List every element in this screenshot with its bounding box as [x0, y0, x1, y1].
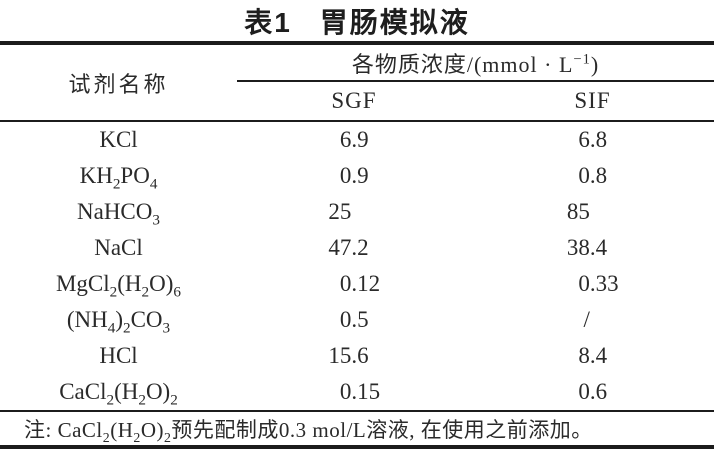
sgf-value: 0.5	[339, 307, 369, 332]
sgf-value: 15.6	[328, 343, 369, 368]
header-row-span: 试剂名称 各物质浓度/(mmol · L−1)	[0, 43, 714, 122]
table-number: 表1	[244, 6, 292, 38]
reagent-name: NaHCO3	[77, 199, 160, 229]
note-row: 注: CaCl2(H2O)2预先配制成0.3 mol/L溶液, 在使用之前添加。	[0, 411, 714, 447]
table-row: (NH4)2CO3 0.5 /	[0, 302, 714, 338]
reagent-name: KCl	[99, 127, 138, 152]
table-row: KH2PO4 0.9 0.8	[0, 158, 714, 194]
sgf-value: 0.12	[339, 271, 381, 296]
sif-value: 38.4	[566, 235, 608, 260]
reagent-name: (NH4)2CO3	[66, 307, 171, 337]
table-row: NaHCO3 25 85	[0, 194, 714, 230]
sgf-value: 0.9	[339, 163, 369, 188]
reagent-name: HCl	[99, 343, 138, 368]
table-note: 注: CaCl2(H2O)2预先配制成0.3 mol/L溶液, 在使用之前添加。	[24, 417, 593, 445]
sif-value: 0.33	[578, 271, 619, 296]
sgf-value: 47.2	[328, 235, 369, 260]
reagent-name: MgCl2(H2O)6	[55, 271, 182, 301]
sif-value: 0.6	[471, 374, 714, 412]
table-row: NaCl 47.2 38.4	[0, 230, 714, 266]
sif-value: 8.4	[578, 343, 608, 368]
sgf-value: 6.9	[339, 127, 369, 152]
table-title: 表1 胃肠模拟液	[0, 0, 714, 41]
reagent-name: CaCl2(H2O)2	[0, 374, 237, 412]
sif-value: /	[583, 307, 590, 332]
sif-value: 6.8	[578, 127, 608, 152]
table-row: HCl 15.6 8.4	[0, 338, 714, 374]
header-row-subcolumns: SGF SIF	[0, 81, 714, 122]
table-row: KCl 6.9 6.8	[0, 121, 714, 158]
table-name: 胃肠模拟液	[319, 6, 470, 38]
sif-value: 0.8	[578, 163, 608, 188]
concentration-span-header: 各物质浓度/(mmol · L−1)	[237, 43, 714, 82]
reagent-name: NaCl	[94, 235, 143, 260]
sgf-value: 0.15	[237, 374, 471, 412]
simulated-fluids-table: 试剂名称 各物质浓度/(mmol · L−1) SGF SIF KCl 6.9 …	[0, 41, 714, 449]
column-header-sgf: SGF	[237, 81, 471, 122]
sif-value: 85	[566, 199, 590, 224]
reagent-column-header: 试剂名称	[0, 43, 237, 122]
column-header-sif: SIF	[471, 81, 714, 122]
reagent-name: KH2PO4	[79, 163, 158, 193]
table-row: MgCl2(H2O)6 0.12 0.33	[0, 266, 714, 302]
table-row: CaCl2(H2O)2 0.15 0.6	[0, 374, 714, 412]
sgf-value: 25	[328, 199, 352, 224]
